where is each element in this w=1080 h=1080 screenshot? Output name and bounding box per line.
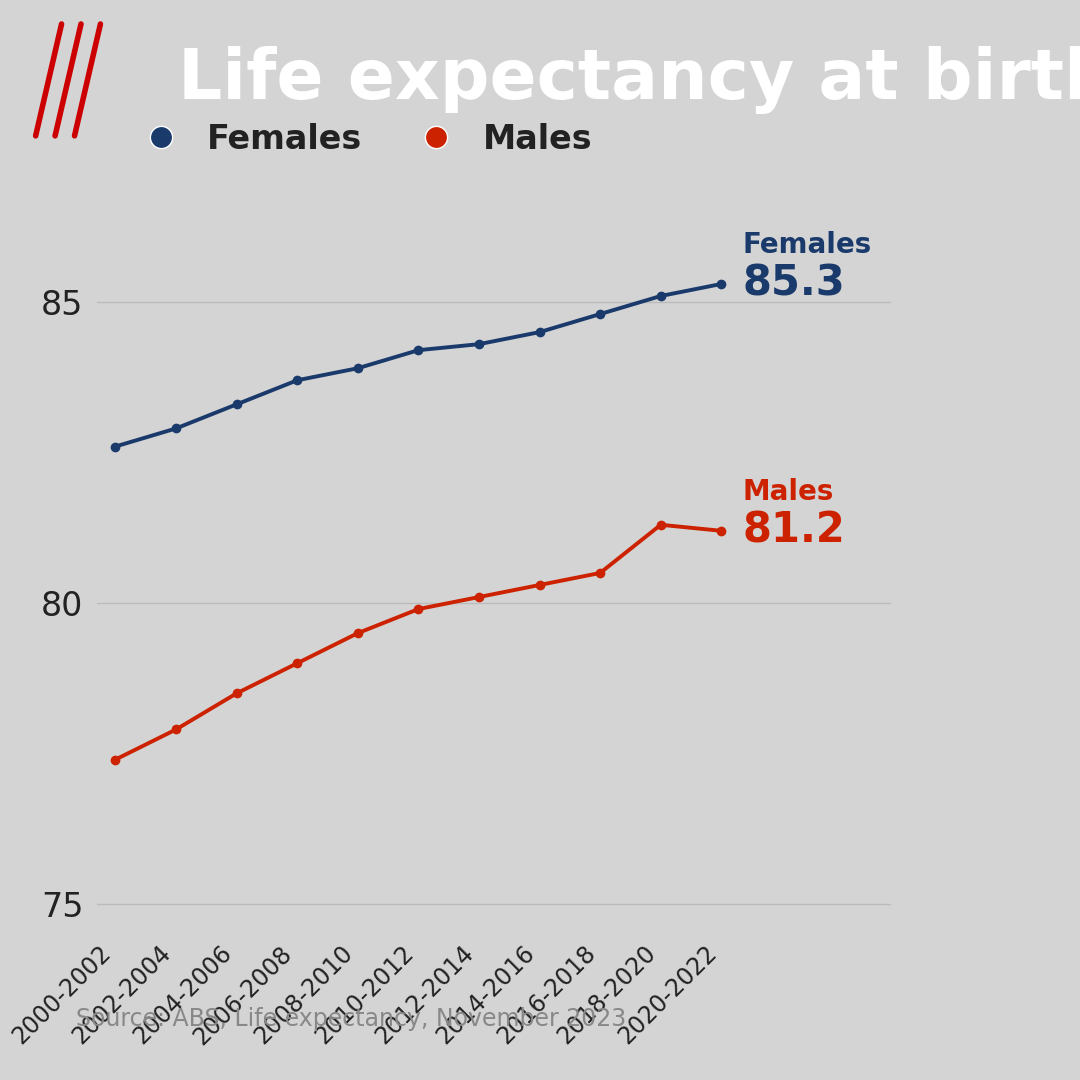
Text: Males: Males <box>743 477 834 505</box>
Text: 81.2: 81.2 <box>743 510 846 552</box>
Legend: Females, Males: Females, Males <box>113 110 606 170</box>
Text: Life expectancy at birth: Life expectancy at birth <box>178 46 1080 113</box>
Text: Source: ABS, Life expectancy, November 2023: Source: ABS, Life expectancy, November 2… <box>76 1008 625 1031</box>
Text: Females: Females <box>743 231 872 259</box>
Text: 85.3: 85.3 <box>743 262 846 305</box>
